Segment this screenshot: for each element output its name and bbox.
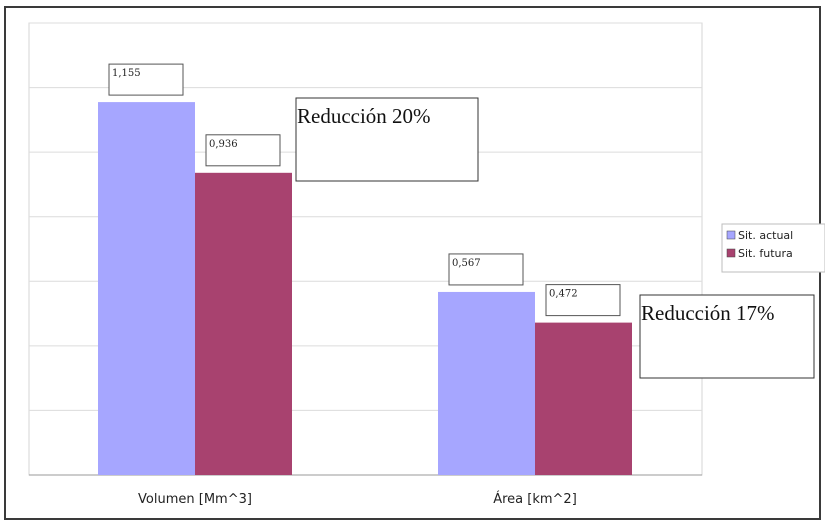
- data-label: 0,472: [549, 289, 578, 300]
- annotation-box: [639, 294, 815, 379]
- bar-futura-1: [535, 322, 632, 475]
- annotation-box: [295, 97, 479, 182]
- category-label: Área [km^2]: [493, 491, 577, 507]
- legend-swatch: [726, 248, 736, 258]
- annotation-text: Reducción 20%: [297, 104, 431, 128]
- bar-actual-0: [98, 102, 195, 475]
- annotations-group: Reducción 20% Reducción 17%: [295, 97, 815, 379]
- data-label-box: [108, 63, 184, 96]
- data-label-box: [448, 253, 524, 286]
- data-label: 0,936: [209, 139, 238, 150]
- data-label: 1,155: [112, 68, 141, 79]
- legend: Sit. actual Sit. futura: [721, 223, 825, 273]
- legend-box: [721, 223, 825, 273]
- category-labels-group: Volumen [Mm^3] Área [km^2]: [138, 491, 577, 507]
- value-labels-group: 1,155 0,936 0,567 0,472: [108, 63, 621, 317]
- legend-entry: Sit. actual: [738, 229, 793, 242]
- data-label-box: [545, 284, 621, 317]
- bars-group: [98, 102, 632, 475]
- category-label: Volumen [Mm^3]: [138, 492, 252, 507]
- bar-futura-0: [195, 172, 292, 475]
- legend-entry: Sit. futura: [738, 247, 793, 260]
- data-label-box: [205, 134, 281, 167]
- legend-swatch: [726, 230, 736, 240]
- bar-actual-1: [438, 291, 535, 475]
- annotation-text: Reducción 17%: [641, 301, 775, 325]
- data-label: 0,567: [452, 258, 481, 269]
